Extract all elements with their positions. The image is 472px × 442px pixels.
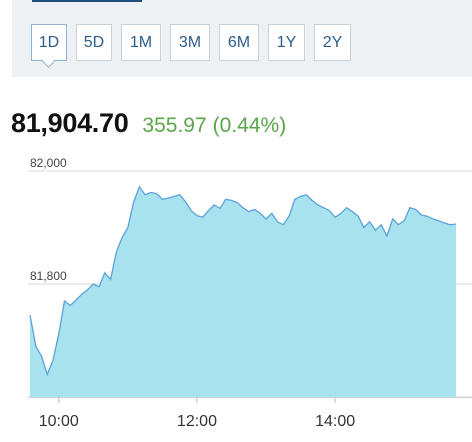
range-tab-1m[interactable]: 1M: [121, 24, 161, 61]
range-tab-3m[interactable]: 3M: [170, 24, 210, 61]
toolbar-accent-line: [32, 0, 142, 2]
range-tabs: 1D 5D 1M 3M 6M 1Y 2Y: [31, 24, 360, 61]
price-line: [29, 185, 457, 377]
current-price: 81,904.70: [11, 108, 129, 138]
x-tick-label: 14:00: [315, 413, 355, 430]
price-change-percent: (0.44%): [212, 114, 287, 137]
range-tab-1d[interactable]: 1D: [31, 24, 67, 61]
x-tick-label: 10:00: [39, 413, 79, 430]
y-tick-label: 81,800: [30, 269, 67, 283]
x-tick-label: 12:00: [177, 413, 217, 430]
range-tab-6m[interactable]: 6M: [219, 24, 259, 61]
range-tab-5d[interactable]: 5D: [76, 24, 112, 61]
price-area: [30, 186, 456, 397]
y-tick-label: 82,000: [30, 156, 67, 170]
range-tab-1y[interactable]: 1Y: [268, 24, 305, 61]
range-tab-2y[interactable]: 2Y: [314, 24, 351, 61]
price-change: 355.97: [142, 114, 207, 137]
quote-summary: 81,904.70 355.97 (0.44%): [11, 108, 286, 139]
